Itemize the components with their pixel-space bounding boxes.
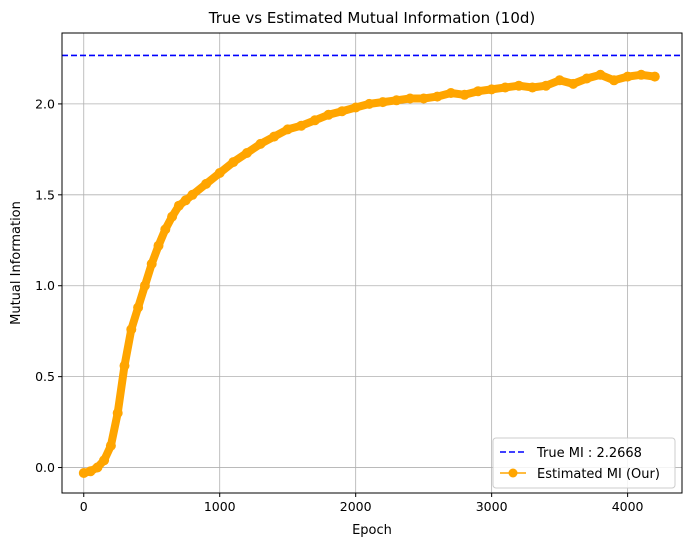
estimated-mi-point (486, 84, 497, 95)
estimated-mi-point (139, 280, 150, 291)
y-tick-label: 0.5 (35, 369, 55, 384)
estimated-mi-point (146, 258, 157, 269)
estimated-mi-point (99, 455, 110, 466)
estimated-mi-point (255, 138, 266, 149)
estimated-mi-point (153, 240, 164, 251)
estimated-mi-point (296, 120, 307, 131)
estimated-mi-point (554, 75, 565, 86)
x-tick-label: 1000 (204, 499, 236, 514)
estimated-mi-point (418, 93, 429, 104)
y-tick-label: 2.0 (35, 96, 55, 111)
estimated-mi-point (541, 80, 551, 91)
estimated-mi-point (432, 91, 443, 102)
estimated-mi-point (595, 69, 606, 80)
estimated-mi-point (350, 102, 361, 113)
estimated-mi-point (201, 178, 212, 189)
x-tick-label: 0 (80, 499, 88, 514)
series-layer (62, 54, 682, 478)
estimated-mi-point (323, 109, 334, 120)
legend-true-mi-label: True MI : 2.2668 (536, 446, 642, 461)
estimated-mi-point (377, 97, 388, 108)
estimated-mi-point (269, 131, 280, 142)
y-tick-label: 1.5 (35, 187, 55, 202)
estimated-mi-point (513, 80, 524, 91)
estimated-mi-point (527, 82, 538, 93)
estimated-mi-point (649, 71, 660, 82)
chart-title: True vs Estimated Mutual Information (10… (208, 9, 536, 27)
legend-estimated-marker (508, 468, 518, 478)
estimated-mi-point (309, 115, 320, 126)
estimated-mi-point (133, 302, 144, 313)
y-tick-label: 1.0 (35, 278, 55, 293)
estimated-mi-point (282, 124, 293, 135)
legend: True MI : 2.2668 Estimated MI (Our) (492, 437, 676, 489)
estimated-mi-point (119, 360, 130, 371)
x-tick-label: 3000 (476, 499, 508, 514)
legend-box (492, 437, 676, 489)
estimated-mi-point (228, 157, 239, 168)
estimated-mi-point (473, 86, 484, 97)
estimated-mi-point (391, 95, 402, 106)
estimated-mi-point (112, 408, 123, 418)
ticks: 0 1000 2000 3000 4000 0.0 0.5 1.0 1.5 2.0 (35, 96, 643, 514)
y-axis-label: Mutual Information (9, 201, 24, 325)
plot-frame (61, 32, 683, 494)
estimated-mi-point (445, 88, 456, 98)
x-axis-label: Epoch (352, 523, 392, 538)
estimated-mi-point (105, 440, 116, 451)
legend-estimated-label: Estimated MI (Our) (537, 467, 660, 482)
estimated-mi-point (160, 224, 171, 235)
estimated-mi-point (609, 75, 619, 86)
estimated-mi-point (581, 73, 592, 84)
estimated-mi-point (241, 148, 252, 158)
estimated-mi-point (126, 324, 137, 335)
estimated-mi-point (337, 106, 348, 117)
estimated-mi-point (167, 211, 178, 222)
estimated-mi-point (180, 195, 191, 206)
estimated-mi-point (405, 93, 416, 104)
estimated-mi-point (364, 98, 375, 109)
estimated-mi-point (636, 69, 647, 80)
estimated-mi-point (173, 200, 184, 211)
estimated-mi-point (622, 71, 633, 82)
estimated-mi-point (500, 82, 511, 93)
estimated-mi-point (214, 168, 225, 178)
estimated-mi-point (568, 78, 579, 89)
x-tick-label: 2000 (340, 499, 372, 514)
estimated-mi-point (187, 189, 198, 200)
x-tick-label: 4000 (612, 499, 644, 514)
estimated-mi-point (92, 462, 103, 473)
y-tick-label: 0.0 (35, 460, 55, 475)
estimated-mi-point (459, 89, 470, 100)
